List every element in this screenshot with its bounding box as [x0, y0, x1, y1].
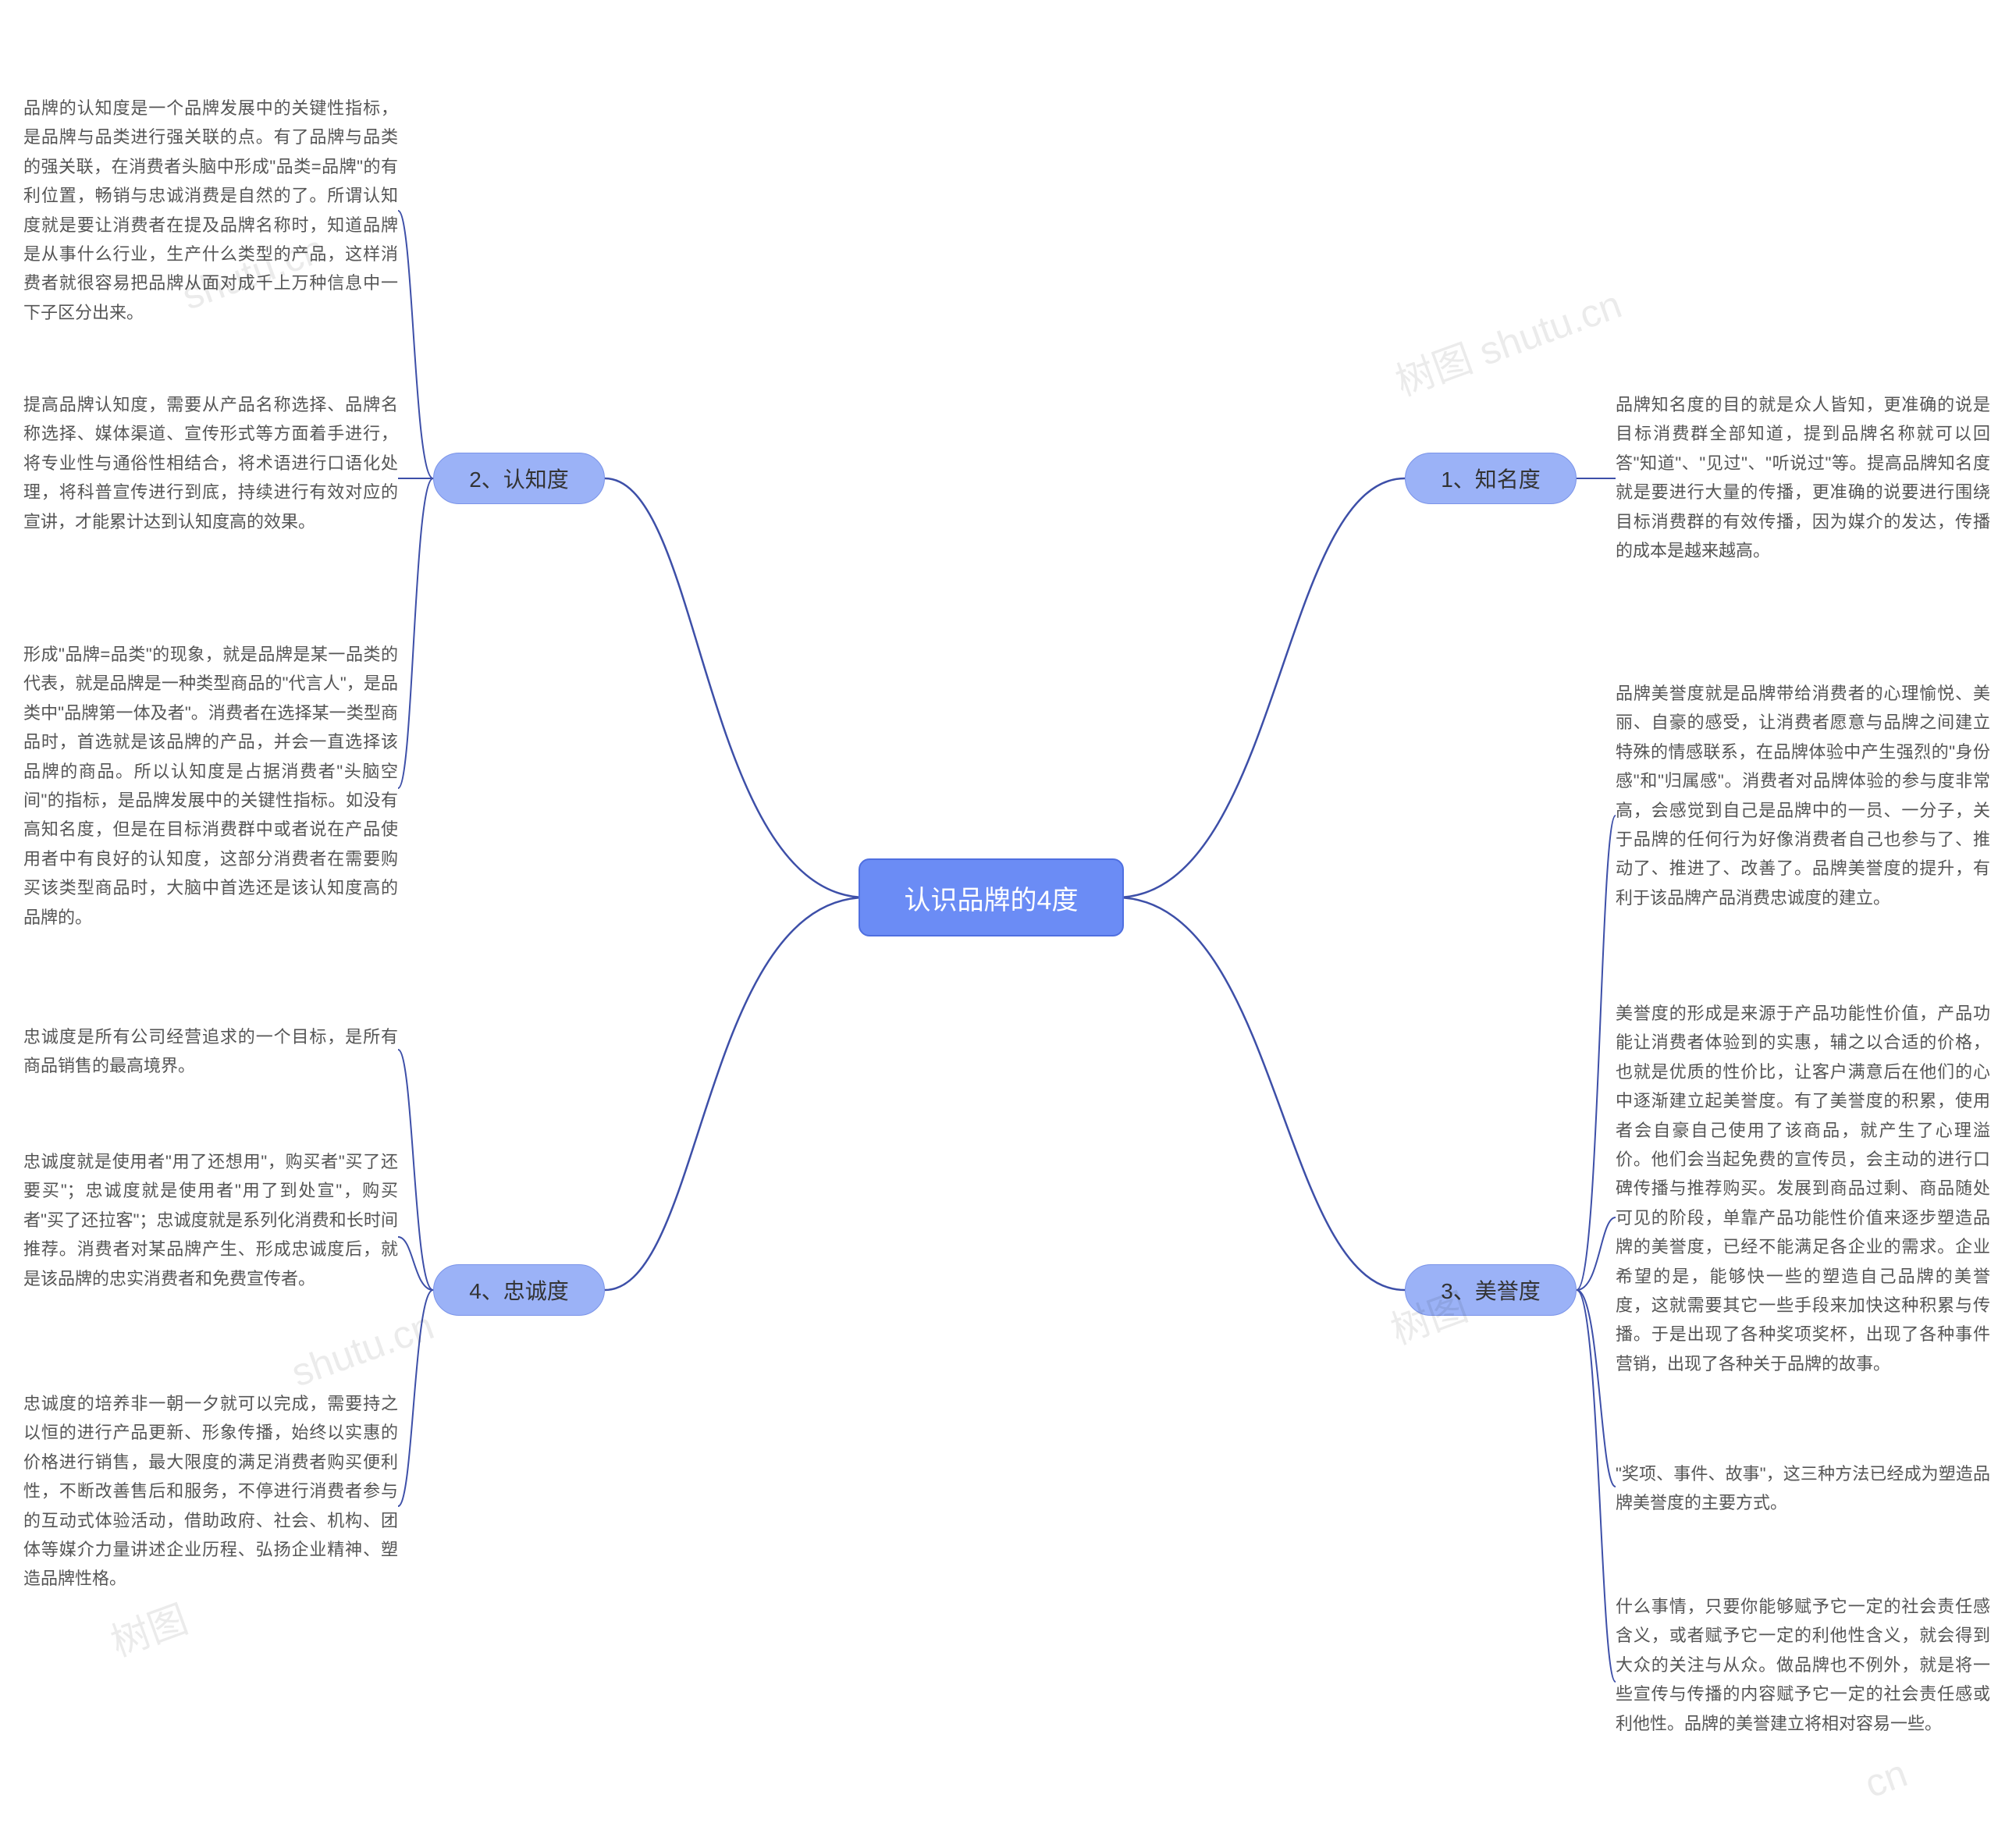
leaf-b3-1: 美誉度的形成是来源于产品功能性价值，产品功能让消费者体验到的实惠，辅之以合适的价…: [1616, 999, 1990, 1378]
edge-b2-l2: [398, 478, 433, 788]
watermark: shutu.cn: [286, 1302, 439, 1395]
leaf-b3-0: 品牌美誉度就是品牌带给消费者的心理愉悦、美丽、自豪的感受，让消费者愿意与品牌之间…: [1616, 679, 1990, 912]
leaf-b2-1: 提高品牌认知度，需要从产品名称选择、品牌名称选择、媒体渠道、宣传形式等方面着手进…: [23, 390, 398, 536]
branch-3-reputation[interactable]: 3、美誉度: [1405, 1264, 1577, 1316]
edge-b3-l0: [1577, 816, 1616, 1290]
leaf-b4-0: 忠诚度是所有公司经营追求的一个目标，是所有商品销售的最高境界。: [23, 1022, 398, 1081]
watermark: cn: [1859, 1750, 1913, 1807]
leaf-b3-3: 什么事情，只要你能够赋予它一定的社会责任感含义，或者赋予它一定的利他性含义，就会…: [1616, 1592, 1990, 1738]
edge-b4-l2: [398, 1290, 433, 1506]
branch-2-awareness[interactable]: 2、认知度: [433, 453, 605, 504]
branch-1-popularity[interactable]: 1、知名度: [1405, 453, 1577, 504]
leaf-b4-2: 忠诚度的培养非一朝一夕就可以完成，需要持之以恒的进行产品更新、形象传播，始终以实…: [23, 1389, 398, 1594]
edge-center-b3: [1116, 897, 1405, 1290]
edge-center-b4: [605, 897, 866, 1290]
leaf-b2-2: 形成"品牌=品类"的现象，就是品牌是某一品类的代表，就是品牌是一种类型商品的"代…: [23, 640, 398, 932]
edge-b4-l1: [398, 1237, 433, 1290]
edge-b3-l3: [1577, 1290, 1616, 1682]
edge-b4-l0: [398, 1050, 433, 1290]
edge-center-b2: [605, 478, 866, 897]
watermark: 树图 shutu.cn: [1387, 273, 1628, 407]
edge-b3-l2: [1577, 1290, 1616, 1487]
leaf-b1-0: 品牌知名度的目的就是众人皆知，更准确的说是目标消费群全部知道，提到品牌名称就可以…: [1616, 390, 1990, 565]
branch-4-loyalty[interactable]: 4、忠诚度: [433, 1264, 605, 1316]
leaf-b2-0: 品牌的认知度是一个品牌发展中的关键性指标，是品牌与品类进行强关联的点。有了品牌与…: [23, 94, 398, 327]
edge-b3-l1: [1577, 1217, 1616, 1290]
edge-b2-l0: [398, 211, 433, 478]
center-node[interactable]: 认识品牌的4度: [859, 858, 1124, 936]
watermark: 树图: [102, 1588, 195, 1668]
edge-center-b1: [1116, 478, 1405, 897]
leaf-b4-1: 忠诚度就是使用者"用了还想用"，购买者"买了还要买"；忠诚度就是使用者"用了到处…: [23, 1147, 398, 1293]
leaf-b3-2: "奖项、事件、故事"，这三种方法已经成为塑造品牌美誉度的主要方式。: [1616, 1459, 1990, 1518]
